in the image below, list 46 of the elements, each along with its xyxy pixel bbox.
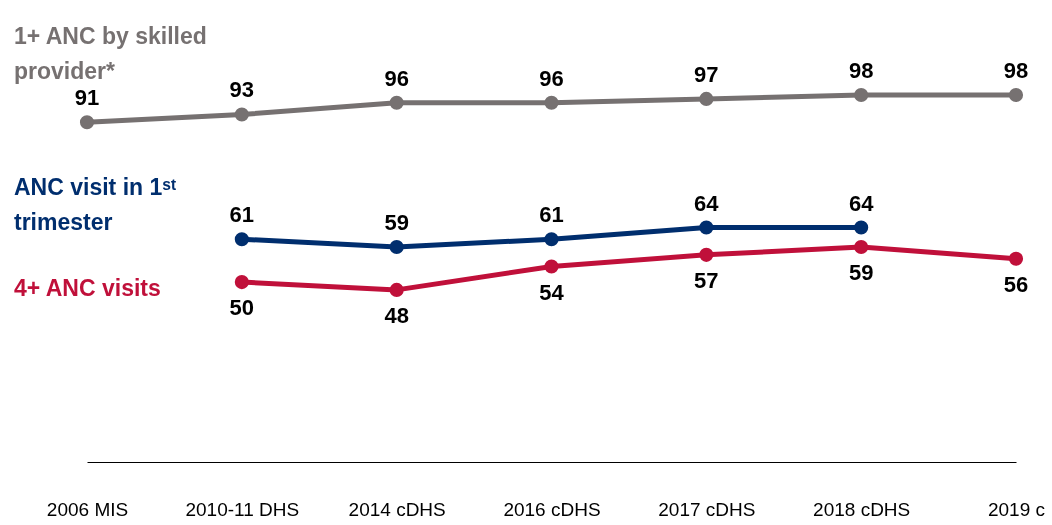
point — [389, 95, 404, 110]
data-label: 57 — [694, 267, 719, 293]
data-label: 98 — [848, 58, 874, 83]
data-label: 93 — [229, 77, 255, 103]
x-tick-label: 2010-11 DHS — [185, 498, 300, 520]
data-label: 91 — [74, 85, 100, 111]
data-label: 64 — [848, 190, 875, 216]
x-tick-label: 2018 cDHS — [813, 498, 911, 520]
point — [699, 247, 714, 262]
data-label: 61 — [229, 202, 255, 228]
point — [1008, 87, 1024, 103]
point — [854, 87, 869, 103]
data-label: 61 — [539, 202, 564, 228]
x-tick-label: 2006 MIS — [46, 498, 129, 520]
x-tick-label: 2017 cDHS — [658, 498, 756, 520]
x-tick-label: 2016 cDHS — [503, 498, 601, 520]
data-label: 96 — [539, 65, 564, 91]
data-label: 54 — [539, 279, 565, 305]
data-label: 50 — [229, 295, 255, 321]
point — [544, 95, 559, 110]
point — [854, 239, 869, 255]
data-label: 59 — [848, 260, 874, 286]
data-label: 56 — [1003, 271, 1029, 297]
data-label: 97 — [694, 61, 719, 87]
point — [234, 275, 249, 290]
point — [1008, 251, 1024, 266]
point — [699, 91, 714, 106]
point — [389, 282, 404, 297]
point — [79, 115, 95, 130]
point — [699, 220, 714, 235]
point — [389, 239, 404, 255]
series-label: 1+ ANC by skilled provider* — [14, 23, 207, 85]
point — [234, 107, 249, 122]
data-label: 59 — [384, 210, 409, 236]
data-label: 64 — [694, 190, 720, 216]
x-tick-label: 2014 cDHS — [348, 498, 446, 520]
text: ANC visit in 1ˢᵗ trimester — [14, 174, 176, 236]
point — [544, 259, 559, 274]
data-label: 48 — [384, 302, 409, 328]
data-label: 96 — [384, 65, 409, 91]
x-tick-label: 2019 c — [987, 498, 1046, 520]
point — [854, 220, 869, 235]
point — [544, 232, 559, 247]
point — [234, 232, 249, 247]
data-label: 98 — [1003, 58, 1029, 83]
text: 4+ ANC visits — [14, 275, 161, 302]
